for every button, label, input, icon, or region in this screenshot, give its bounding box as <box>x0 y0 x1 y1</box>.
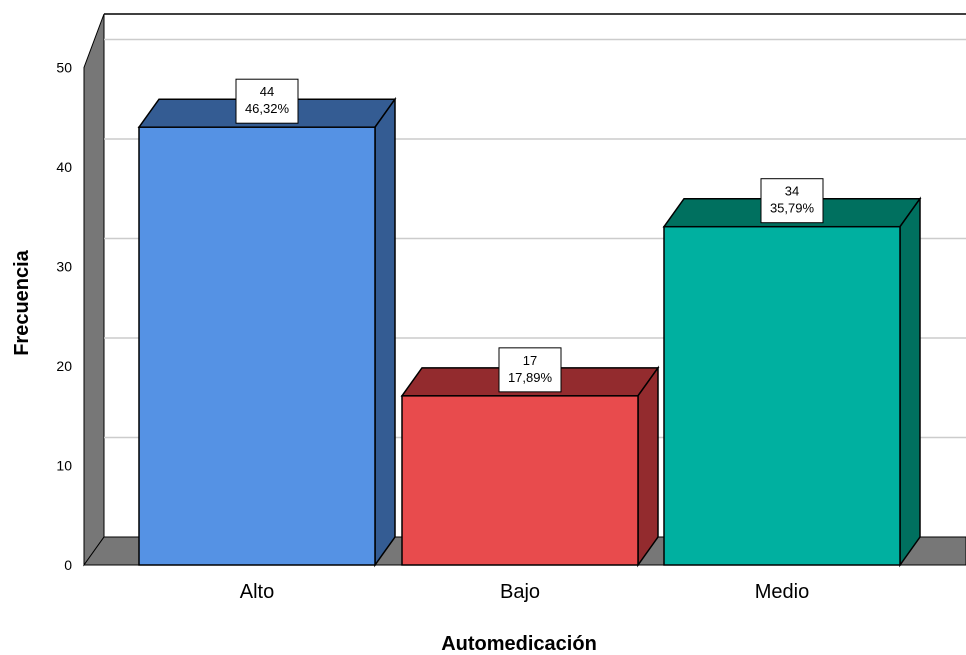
y-tick-label: 30 <box>56 259 72 275</box>
bar-side <box>899 196 921 568</box>
y-tick-label: 0 <box>64 557 72 573</box>
data-label-count: 34 <box>785 184 799 199</box>
bar-alto <box>138 126 376 566</box>
x-axis-title: Automedicación <box>441 633 597 655</box>
category-label: Alto <box>240 581 274 603</box>
data-label-percent: 46,32% <box>245 101 290 116</box>
y-tick-label: 50 <box>56 60 72 76</box>
y-tick-label: 20 <box>56 358 72 374</box>
data-label-count: 17 <box>523 353 537 368</box>
data-label-percent: 35,79% <box>770 201 815 216</box>
x-axis-categories: Alto Bajo Medio <box>240 581 809 603</box>
data-label-percent: 17,89% <box>508 370 553 385</box>
data-label-box <box>235 78 299 124</box>
bar-side <box>374 96 396 568</box>
left-wall <box>83 13 105 567</box>
y-axis-title: Frecuencia <box>11 249 33 355</box>
category-label: Medio <box>755 581 809 603</box>
data-labels: 44 46,32% 17 17,89% 34 35,79% <box>235 78 824 393</box>
data-label-box <box>498 347 562 393</box>
data-label-count: 44 <box>260 84 274 99</box>
y-tick-label: 10 <box>56 458 72 474</box>
y-tick-label: 40 <box>56 159 72 175</box>
bar-bajo <box>401 395 639 566</box>
category-label: Bajo <box>500 581 540 603</box>
y-axis-ticks: 0 10 20 30 40 50 <box>56 60 72 574</box>
data-label-box <box>760 178 824 224</box>
bar-medio <box>663 225 901 566</box>
bar-side <box>637 365 659 568</box>
bars <box>137 96 922 568</box>
